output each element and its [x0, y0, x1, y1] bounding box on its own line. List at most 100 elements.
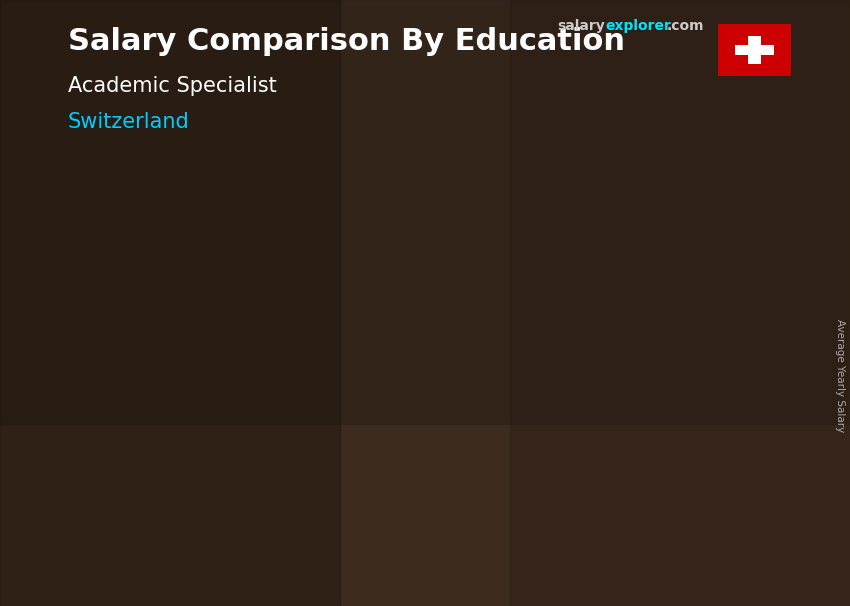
Bar: [176, 506, 247, 508]
Bar: [176, 525, 247, 527]
Bar: [381, 364, 452, 367]
Text: salary: salary: [557, 19, 604, 33]
Bar: [586, 291, 657, 296]
Bar: [586, 399, 657, 405]
Bar: [586, 513, 657, 518]
Bar: [586, 235, 657, 239]
Bar: [586, 389, 657, 394]
Bar: [381, 474, 452, 478]
Bar: [176, 441, 247, 443]
Bar: [176, 496, 247, 498]
Bar: [176, 474, 247, 476]
Text: Academic Specialist: Academic Specialist: [68, 76, 277, 96]
Bar: [176, 427, 247, 429]
Bar: [381, 385, 452, 388]
Bar: [176, 468, 247, 470]
Bar: [381, 496, 452, 499]
Bar: [586, 502, 657, 508]
Bar: [381, 361, 452, 364]
Bar: [586, 260, 657, 265]
Bar: [176, 504, 247, 506]
Bar: [381, 395, 452, 398]
Bar: [176, 439, 247, 441]
Bar: [586, 420, 657, 425]
Bar: [176, 455, 247, 457]
Bar: [586, 327, 657, 332]
Bar: [586, 410, 657, 415]
Bar: [586, 394, 657, 399]
Bar: [176, 518, 247, 519]
Bar: [176, 527, 247, 530]
Bar: [586, 301, 657, 307]
Bar: [586, 265, 657, 270]
Bar: [586, 368, 657, 373]
Bar: [381, 358, 452, 361]
Bar: [176, 435, 247, 437]
Bar: [586, 445, 657, 451]
Bar: [176, 424, 247, 425]
Bar: [381, 471, 452, 474]
Text: +57%: +57%: [258, 315, 348, 343]
Bar: [586, 322, 657, 327]
Bar: [586, 476, 657, 482]
Bar: [176, 443, 247, 445]
Bar: [586, 467, 657, 471]
Bar: [586, 250, 657, 255]
Bar: [381, 478, 452, 481]
Bar: [381, 481, 452, 484]
Bar: [176, 486, 247, 488]
Bar: [381, 373, 452, 376]
Bar: [176, 482, 247, 484]
Bar: [381, 382, 452, 385]
Bar: [586, 332, 657, 338]
Bar: [176, 437, 247, 439]
Bar: [381, 370, 452, 373]
Bar: [176, 416, 181, 533]
Bar: [381, 425, 452, 428]
Bar: [381, 456, 452, 459]
Bar: [734, 45, 774, 55]
Bar: [586, 224, 657, 229]
Bar: [381, 518, 452, 521]
Bar: [381, 459, 452, 462]
Bar: [586, 348, 657, 353]
Bar: [381, 367, 452, 370]
Bar: [381, 416, 452, 419]
Bar: [176, 470, 247, 473]
Bar: [176, 531, 247, 533]
Bar: [586, 379, 657, 384]
Text: Average Yearly Salary: Average Yearly Salary: [835, 319, 845, 432]
Bar: [586, 286, 657, 291]
Bar: [586, 363, 657, 368]
Bar: [176, 473, 247, 474]
Bar: [586, 342, 657, 348]
Bar: [176, 418, 247, 419]
Bar: [381, 413, 452, 416]
Bar: [381, 508, 452, 511]
Bar: [176, 445, 247, 447]
Bar: [381, 505, 452, 508]
Bar: [586, 224, 592, 533]
Bar: [586, 353, 657, 358]
Bar: [176, 508, 247, 510]
Bar: [176, 431, 247, 433]
Bar: [176, 490, 247, 492]
Bar: [586, 276, 657, 281]
Bar: [586, 508, 657, 513]
Bar: [586, 471, 657, 476]
Bar: [176, 459, 247, 461]
Bar: [176, 433, 247, 435]
Text: Salary Comparison By Education: Salary Comparison By Education: [68, 27, 625, 56]
Bar: [176, 511, 247, 514]
Bar: [381, 379, 452, 382]
Bar: [176, 465, 247, 467]
Bar: [381, 493, 452, 496]
Bar: [176, 514, 247, 516]
Bar: [176, 478, 247, 481]
Bar: [176, 416, 247, 418]
Bar: [586, 296, 657, 301]
Bar: [381, 514, 452, 518]
Bar: [176, 502, 247, 504]
Bar: [176, 494, 247, 496]
Bar: [381, 447, 452, 450]
